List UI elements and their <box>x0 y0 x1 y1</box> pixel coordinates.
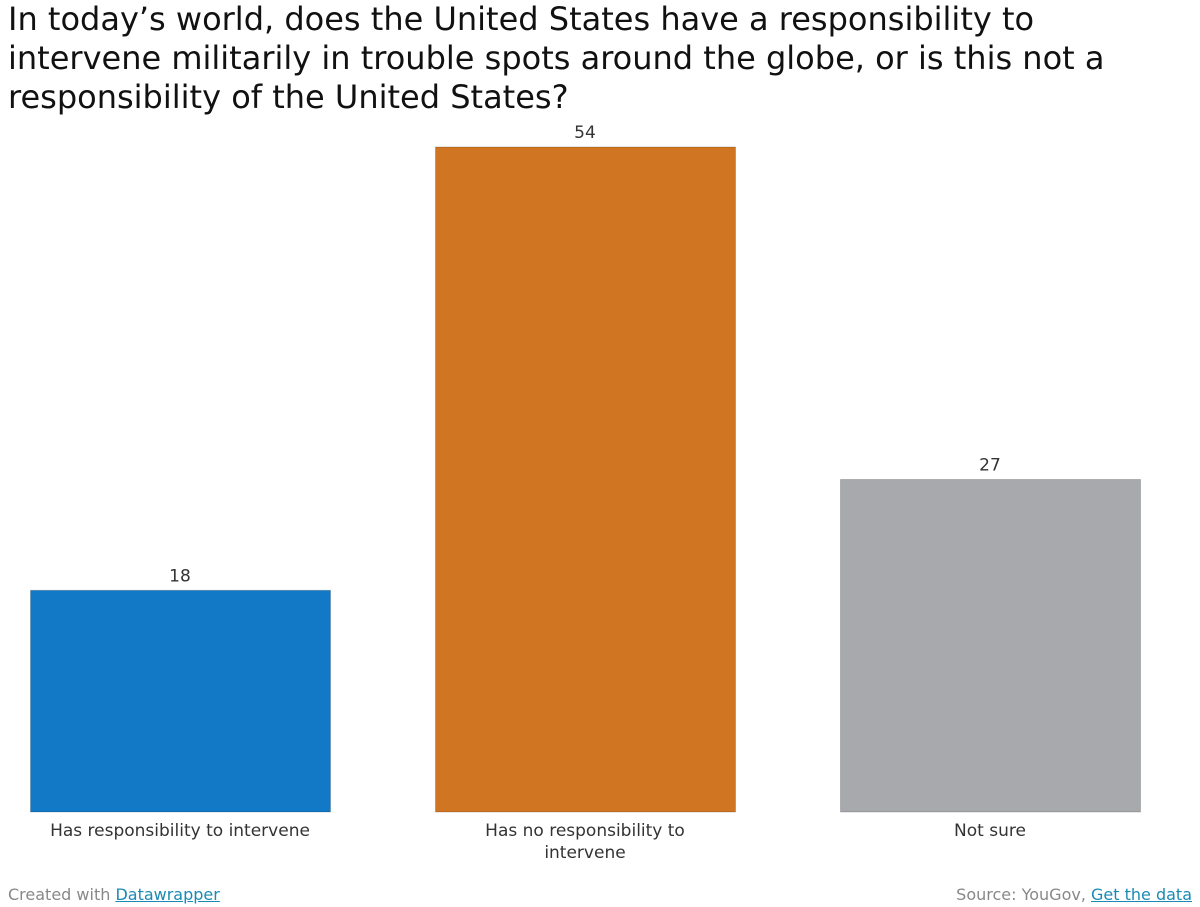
credit-prefix: Created with <box>8 885 116 904</box>
bar <box>435 146 736 813</box>
bar-value-label: 54 <box>574 123 596 143</box>
chart-title: In today’s world, does the United States… <box>8 0 1105 116</box>
category-label: Not sure <box>954 821 1026 841</box>
bar-value-label: 27 <box>979 456 1001 476</box>
bar <box>840 479 1141 813</box>
get-the-data-link[interactable]: Get the data <box>1091 885 1192 904</box>
source-text: Source: YouGov, <box>956 885 1092 904</box>
category-label: Has no responsibility to intervene <box>485 821 685 863</box>
datawrapper-link[interactable]: Datawrapper <box>115 885 220 904</box>
footer-credit: Created with Datawrapper <box>8 885 220 904</box>
footer-source: Source: YouGov, Get the data <box>956 885 1192 904</box>
bar <box>30 589 331 813</box>
bar-value-label: 18 <box>169 566 191 586</box>
category-label: Has responsibility to intervene <box>50 821 310 841</box>
